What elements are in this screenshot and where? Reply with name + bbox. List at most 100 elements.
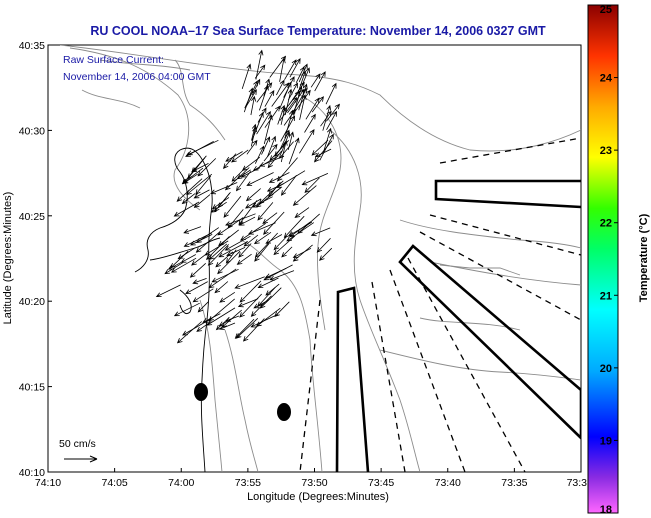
current-vector	[185, 141, 214, 157]
current-vector	[164, 262, 184, 275]
y-tick-label: 40:30	[19, 125, 45, 137]
current-vector	[176, 321, 202, 344]
current-vector	[305, 97, 320, 120]
current-vector	[256, 82, 273, 103]
current-vector	[326, 103, 340, 122]
current-vector	[284, 88, 293, 116]
current-vector	[292, 185, 317, 206]
current-vector	[311, 139, 329, 156]
x-tick-label: 73:3	[567, 477, 588, 489]
current-vector	[299, 94, 307, 120]
radial-dashed-lines	[299, 137, 581, 472]
current-vector	[202, 313, 221, 323]
current-vector	[288, 137, 300, 165]
current-vector	[210, 182, 238, 195]
current-vector	[214, 281, 229, 294]
current-vector	[248, 222, 276, 235]
colorbar	[587, 4, 619, 514]
current-vector	[255, 49, 264, 80]
current-vector	[231, 167, 246, 182]
map-title: RU COOL NOAA–17 Sea Surface Temperature:…	[90, 24, 546, 38]
current-vector	[217, 250, 241, 275]
current-vector	[294, 207, 310, 218]
x-tick-label: 74:05	[101, 477, 127, 489]
x-axis-label: Longitude (Degrees:Minutes)	[247, 491, 389, 503]
current-vector	[191, 163, 209, 173]
map-features	[59, 45, 581, 472]
current-vector	[253, 299, 269, 309]
current-vector	[206, 307, 236, 326]
x-tick-label: 74:10	[35, 477, 61, 489]
current-vector	[155, 284, 181, 297]
current-vector	[176, 178, 203, 202]
current-vector	[237, 298, 259, 308]
current-vector	[236, 253, 252, 265]
x-tick-label: 73:40	[435, 477, 461, 489]
current-vector	[193, 194, 211, 208]
current-vector	[310, 227, 331, 237]
current-vector	[276, 79, 285, 96]
current-vector	[274, 301, 290, 317]
current-vector	[191, 253, 208, 266]
current-vector	[197, 158, 217, 177]
colorbar-tick-label: 24	[600, 73, 613, 85]
current-vector	[170, 257, 197, 273]
current-vector	[238, 243, 252, 258]
current-vector	[239, 280, 262, 303]
current-vector	[246, 139, 258, 155]
current-vector	[173, 302, 200, 317]
current-vector	[263, 78, 271, 97]
current-vector	[276, 170, 306, 188]
colorbar-tick-label: 21	[600, 290, 612, 302]
current-vector	[254, 243, 270, 262]
current-vector	[183, 232, 212, 247]
colorbar-tick-label: 22	[600, 218, 612, 230]
current-vector	[195, 175, 212, 195]
current-vector	[246, 172, 274, 186]
current-vector	[314, 148, 332, 157]
current-vector	[177, 247, 196, 260]
current-vector	[185, 281, 208, 295]
current-vector	[208, 243, 228, 261]
colorbar-tick-label: 18	[600, 504, 612, 516]
current-vector	[192, 278, 207, 285]
colorbar-label: Temperature (°C)	[638, 213, 650, 302]
current-vector	[273, 235, 288, 251]
current-label-line1: Raw Surface Current:	[63, 54, 164, 66]
x-tick-label: 73:35	[501, 477, 527, 489]
current-vector	[256, 111, 271, 135]
current-vector	[314, 140, 333, 163]
current-vector	[245, 188, 261, 202]
current-vector	[259, 155, 284, 167]
lease-area-outlines	[335, 179, 581, 472]
current-vector	[292, 247, 312, 258]
current-vector	[211, 268, 239, 283]
x-tick-label: 73:50	[301, 477, 327, 489]
x-tick-label: 73:45	[368, 477, 394, 489]
current-vector	[238, 200, 258, 226]
current-vector	[284, 59, 297, 80]
current-vector	[298, 70, 307, 90]
current-vector	[173, 201, 200, 217]
current-vector	[304, 113, 316, 133]
current-vector	[251, 123, 257, 141]
current-vector	[304, 177, 320, 194]
current-vector	[301, 173, 329, 186]
current-vector	[245, 89, 257, 108]
current-vector	[269, 55, 287, 78]
surface-current-vectors	[155, 49, 340, 344]
current-vector	[288, 221, 313, 237]
current-vector	[261, 136, 271, 155]
colorbar-ticks: 25 24 23 22 21 20 19 18	[600, 4, 618, 516]
current-vector	[325, 82, 337, 105]
y-tick-label: 40:25	[19, 211, 45, 223]
current-vector	[289, 57, 301, 78]
current-vector	[276, 157, 298, 182]
bathymetry-contours	[59, 45, 581, 472]
current-vector	[273, 235, 296, 256]
current-vector	[195, 231, 221, 253]
current-vector	[236, 169, 251, 180]
current-vector	[269, 270, 295, 281]
current-vector	[207, 244, 229, 266]
current-vector	[253, 231, 272, 245]
